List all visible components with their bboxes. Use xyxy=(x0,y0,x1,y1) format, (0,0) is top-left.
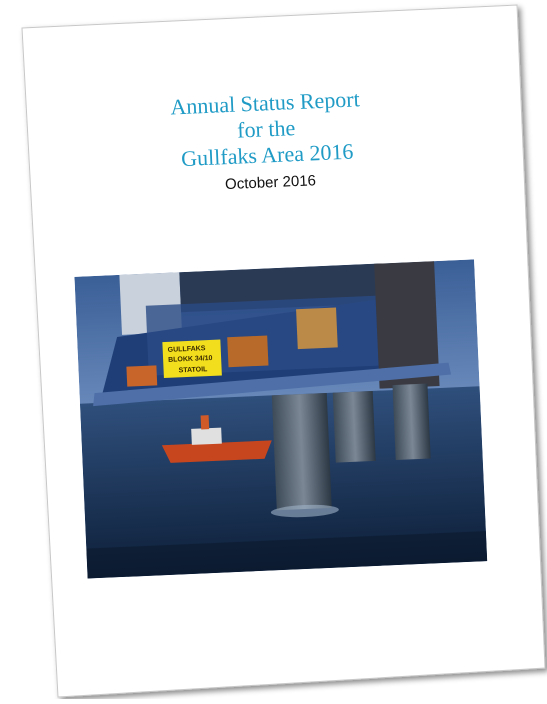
title-line: for the xyxy=(237,115,296,143)
cover-photo: GULLFAKS BLOKK 34/10 STATOIL xyxy=(74,259,488,579)
photo-sign-text: STATOIL xyxy=(178,366,208,374)
date: October 2016 xyxy=(225,172,317,193)
page-content: Annual Status Report for the Gullfaks Ar… xyxy=(74,86,488,579)
photo-sign-text: BLOKK 34/10 xyxy=(168,355,213,364)
photo-sign-text: GULLFAKS xyxy=(168,345,206,354)
